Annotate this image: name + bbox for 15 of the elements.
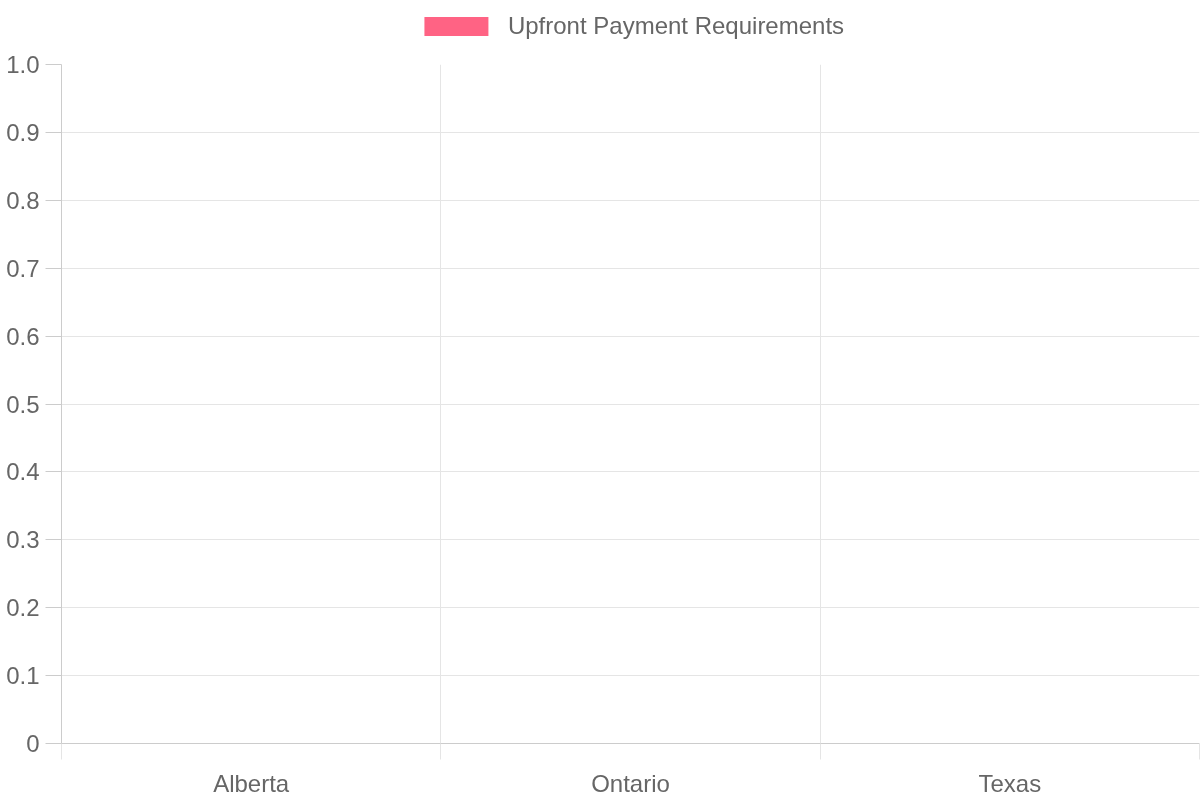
y-tick-label: 0.4	[6, 458, 40, 486]
y-tick-label: 0	[26, 730, 40, 757]
x-tick-label: Alberta	[213, 769, 290, 797]
legend-label: Upfront Payment Requirements	[507, 12, 845, 40]
x-tick-label: Ontario	[591, 769, 670, 797]
y-tick-label: 0.2	[6, 594, 40, 622]
y-tick-label: 1.0	[6, 51, 40, 78]
y-tick-label: 0.1	[6, 662, 40, 690]
y-tick-label: 0.6	[6, 322, 40, 350]
y-tick-label: 0.5	[6, 390, 40, 418]
y-tick-label: 0.7	[6, 254, 40, 282]
y-tick-label: 0.3	[6, 526, 40, 554]
y-tick-label: 0.9	[6, 118, 40, 146]
x-tick-label: Texas	[978, 769, 1042, 797]
y-tick-label: 0.8	[6, 186, 40, 214]
